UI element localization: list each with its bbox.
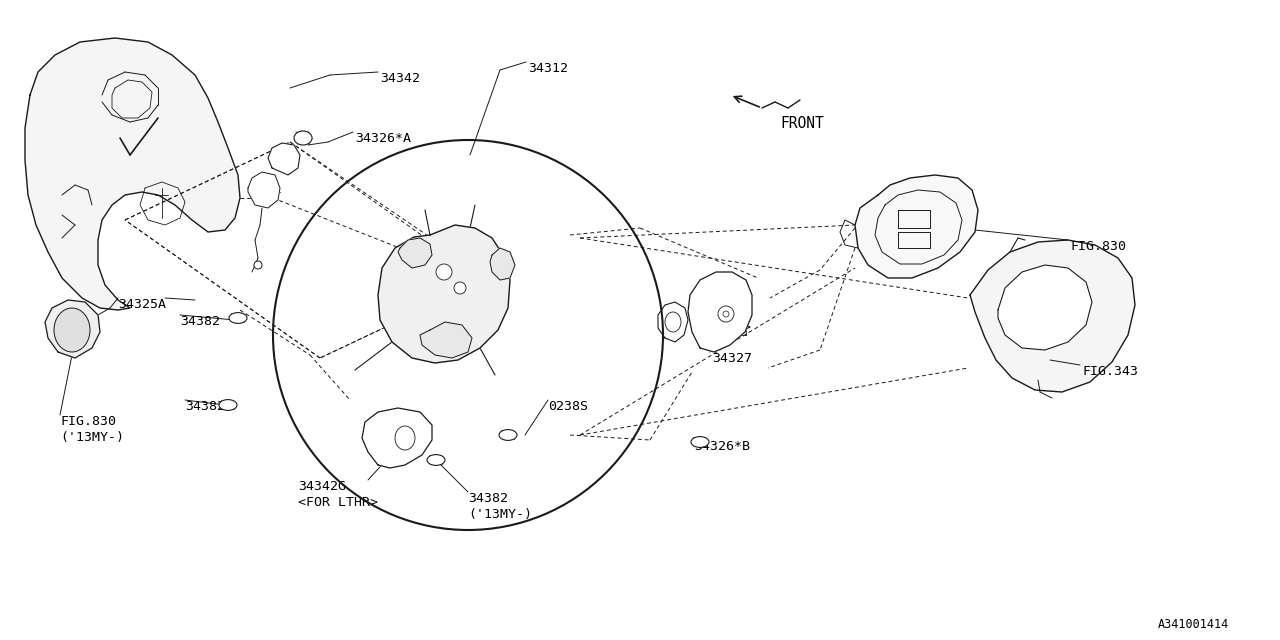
Polygon shape (378, 225, 509, 363)
Polygon shape (490, 248, 515, 280)
Ellipse shape (253, 261, 262, 269)
Text: 34342G: 34342G (298, 480, 346, 493)
Polygon shape (689, 272, 753, 352)
Ellipse shape (428, 454, 445, 465)
Polygon shape (658, 302, 689, 342)
Ellipse shape (229, 312, 247, 323)
Text: 34382: 34382 (186, 400, 225, 413)
Ellipse shape (723, 311, 730, 317)
Polygon shape (998, 265, 1092, 350)
Text: 34351: 34351 (695, 305, 735, 318)
Polygon shape (398, 238, 433, 268)
Polygon shape (362, 408, 433, 468)
Text: 34342: 34342 (380, 72, 420, 85)
Text: 34312: 34312 (529, 62, 568, 75)
Text: FIG.830: FIG.830 (60, 415, 116, 428)
Text: 34325A: 34325A (118, 298, 166, 311)
Ellipse shape (219, 399, 237, 410)
Text: ('13MY-): ('13MY-) (468, 508, 532, 521)
Text: (-1206>: (-1206> (695, 321, 751, 334)
Polygon shape (26, 38, 241, 310)
Polygon shape (45, 300, 100, 358)
Text: FIG.830: FIG.830 (1070, 240, 1126, 253)
Ellipse shape (499, 429, 517, 440)
Text: FIG.343: FIG.343 (1082, 365, 1138, 378)
Polygon shape (268, 143, 300, 175)
Text: 34326*B: 34326*B (694, 440, 750, 453)
Text: ('13MY-): ('13MY-) (60, 431, 124, 444)
Text: 34327: 34327 (712, 352, 753, 365)
Ellipse shape (718, 306, 733, 322)
Ellipse shape (294, 131, 312, 145)
Text: 34382: 34382 (180, 315, 220, 328)
Text: <FOR LTHR>: <FOR LTHR> (298, 496, 378, 509)
Text: 34326*A: 34326*A (355, 132, 411, 145)
Ellipse shape (436, 264, 452, 280)
Polygon shape (970, 240, 1135, 392)
Text: 34382: 34382 (468, 492, 508, 505)
Polygon shape (855, 175, 978, 278)
Ellipse shape (691, 436, 709, 447)
Text: FRONT: FRONT (780, 116, 824, 131)
Polygon shape (420, 322, 472, 358)
Polygon shape (248, 172, 280, 208)
Ellipse shape (54, 308, 90, 352)
Ellipse shape (454, 282, 466, 294)
Text: 0238S: 0238S (548, 400, 588, 413)
Text: A341001414: A341001414 (1158, 618, 1229, 631)
